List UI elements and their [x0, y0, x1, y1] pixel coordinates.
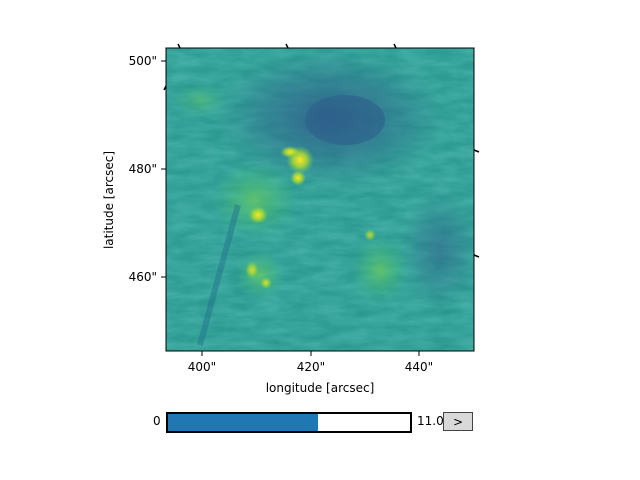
y-tick-label-460: 460"	[129, 270, 157, 284]
x-tick-label-440: 440"	[405, 360, 433, 374]
x-axis-ticks	[201, 351, 420, 356]
image-frame	[165, 47, 475, 352]
x-axis-title: longitude [arcsec]	[266, 381, 375, 395]
x-tick-label-400: 400"	[188, 360, 216, 374]
y-axis-title: latitude [arcsec]	[102, 151, 116, 249]
x-tick-label-420: 420"	[297, 360, 325, 374]
y-axis-ticks	[161, 60, 166, 278]
frame-slider[interactable]	[166, 412, 412, 433]
next-frame-button[interactable]: >	[443, 412, 473, 431]
solar-image	[166, 48, 474, 351]
slider-max-label: 11.0	[417, 414, 443, 428]
top-axis-ticks	[163, 43, 480, 258]
y-tick-label-480: 480"	[129, 162, 157, 176]
slider-min-label: 0	[153, 414, 161, 428]
y-tick-label-500: 500"	[129, 54, 157, 68]
slider-fill	[168, 414, 319, 431]
